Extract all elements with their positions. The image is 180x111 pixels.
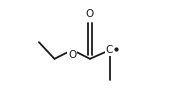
- Text: O: O: [86, 9, 94, 19]
- Text: C: C: [106, 45, 113, 55]
- Text: O: O: [68, 50, 76, 60]
